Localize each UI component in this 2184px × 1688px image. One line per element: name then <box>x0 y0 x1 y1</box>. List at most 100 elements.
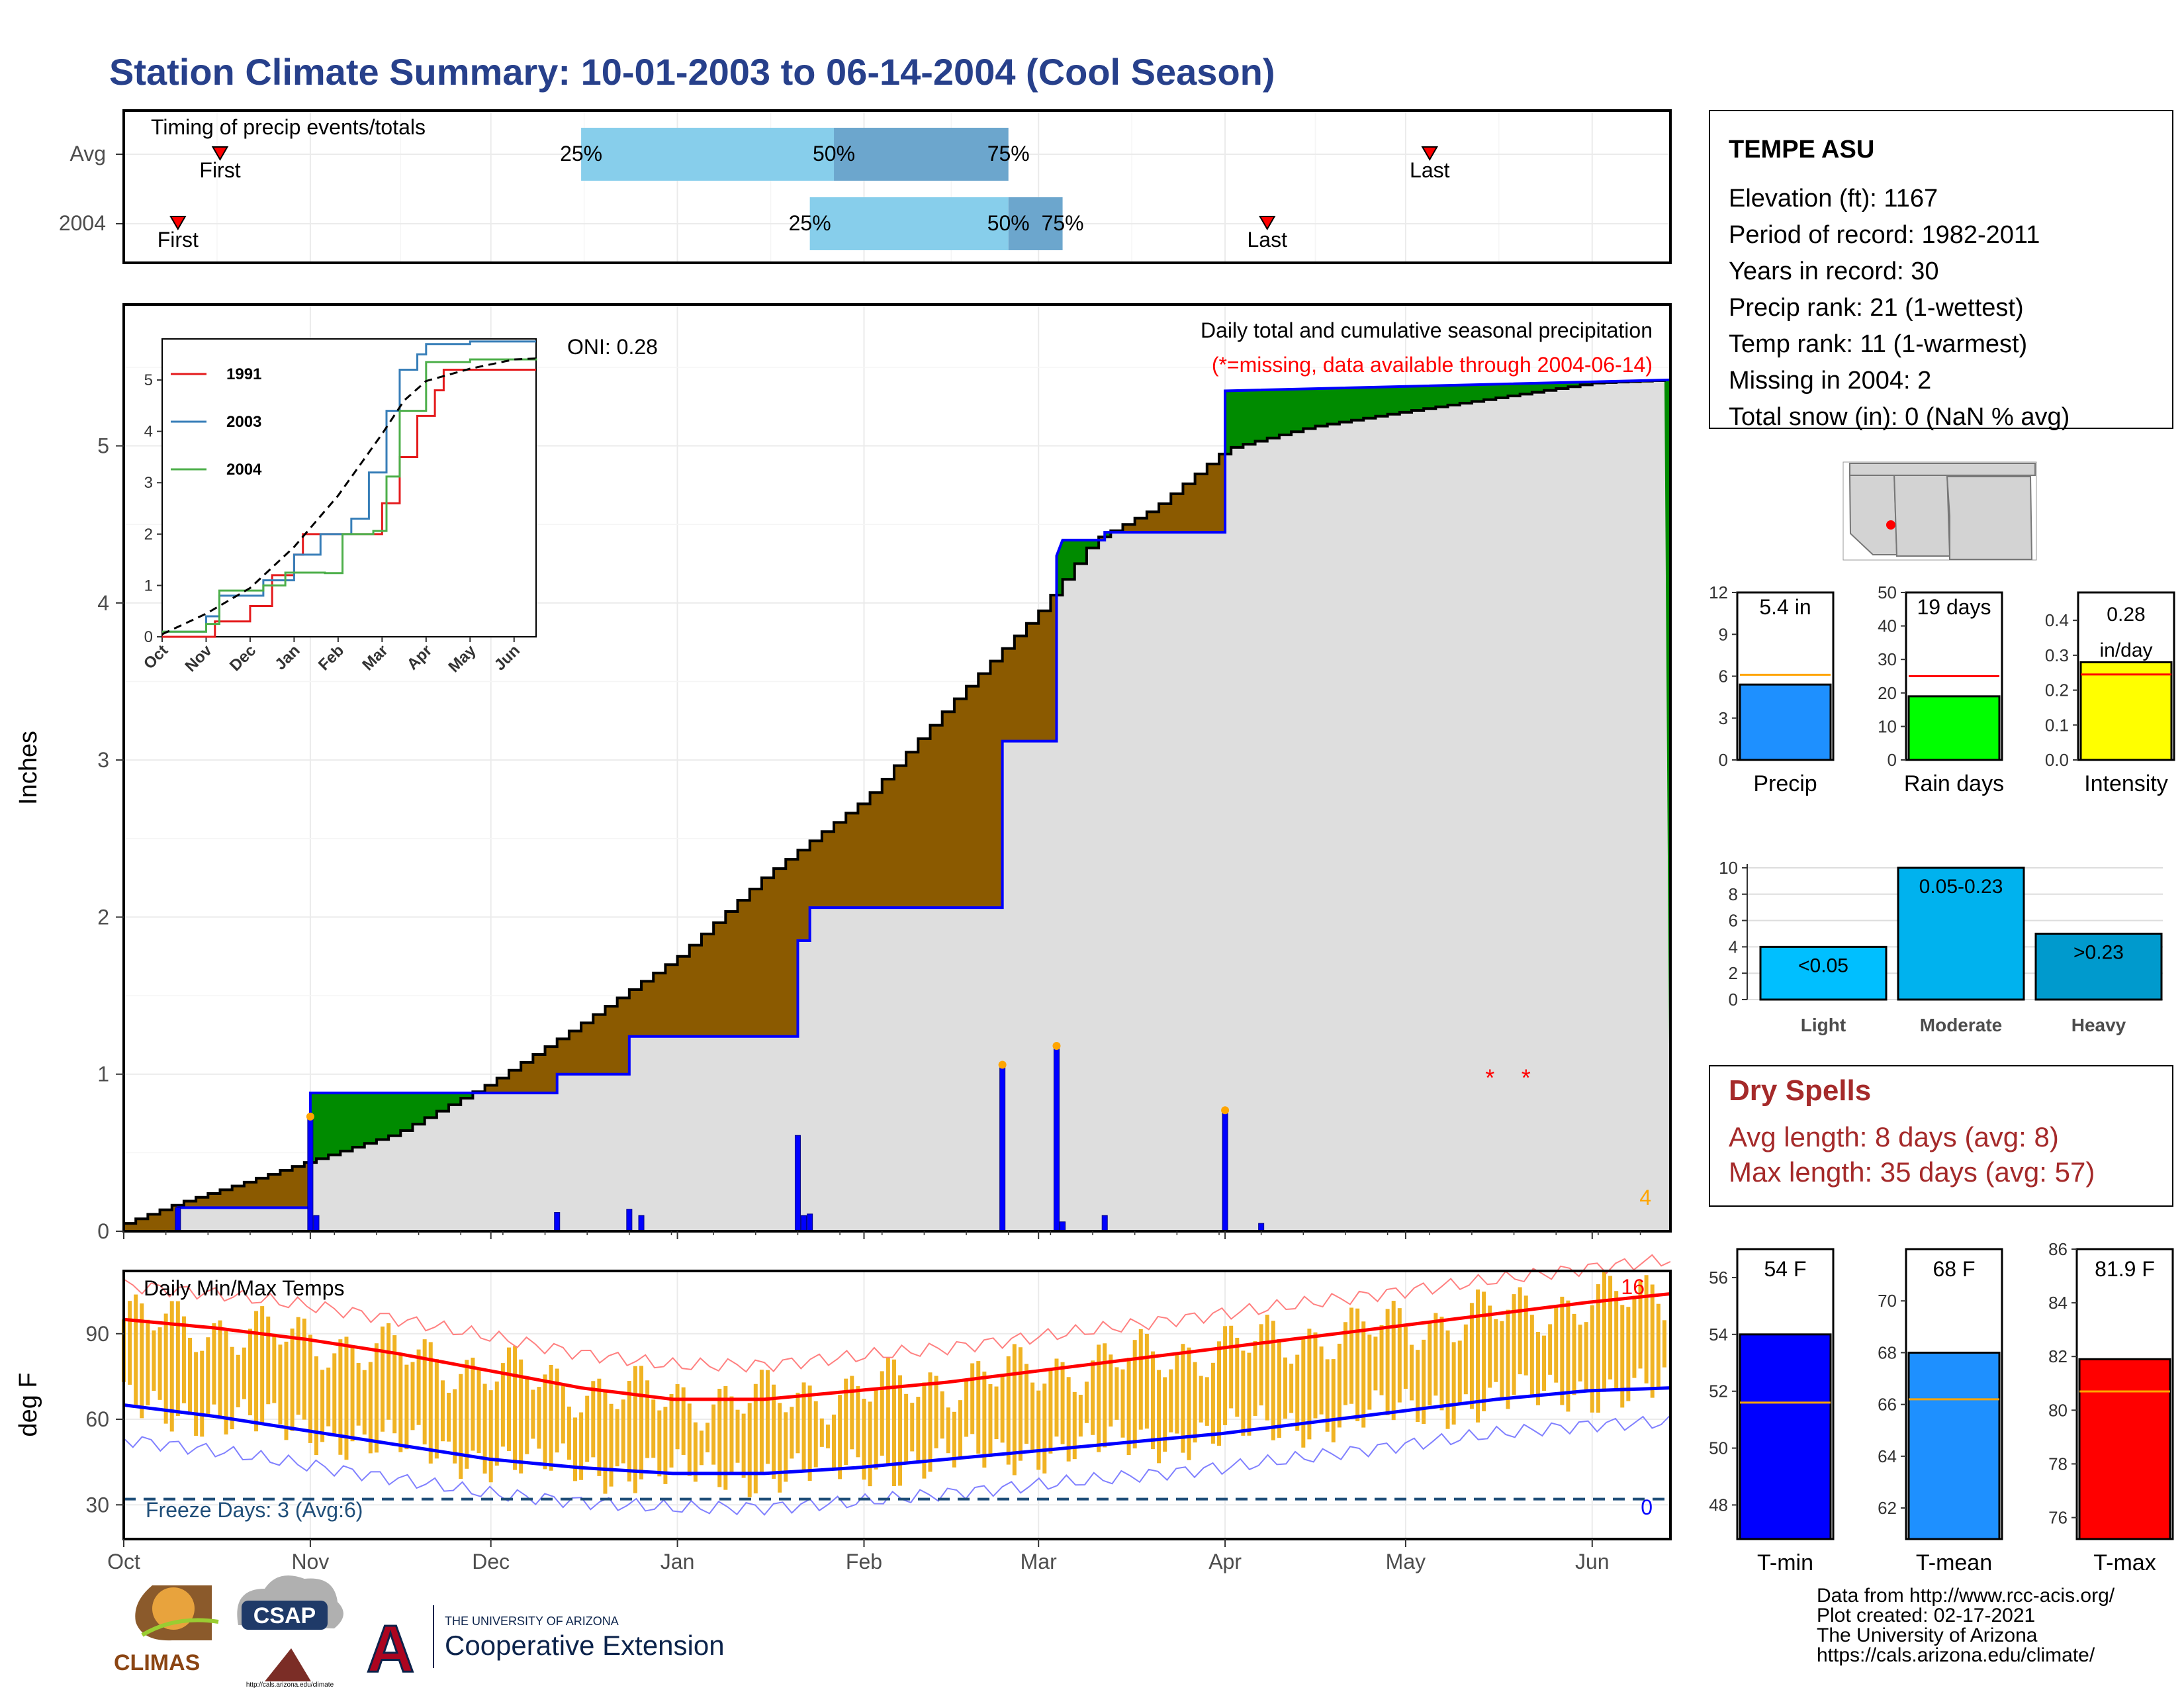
temp-frame <box>122 1270 1672 1540</box>
summary-axis-label: T-mean <box>1916 1550 1992 1575</box>
summary-ytick-label: 50 <box>1709 1438 1728 1458</box>
daily-temp-bar <box>1644 1275 1649 1383</box>
daily-temp-bar <box>1476 1289 1480 1423</box>
daily-temp-bar <box>260 1306 265 1424</box>
daily-temp-bar <box>778 1403 782 1493</box>
daily-temp-bar <box>236 1354 240 1407</box>
daily-precip-bar <box>1101 1215 1108 1232</box>
summary-value-bar <box>2078 1358 2171 1540</box>
daily-temp-bar <box>519 1359 523 1474</box>
events-ytick-label: 10 <box>1719 858 1738 878</box>
summary-ytick-label: 86 <box>2048 1239 2068 1259</box>
daily-temp-bar <box>169 1301 174 1432</box>
daily-temp-bar <box>868 1401 872 1487</box>
daily-temp-bar <box>1416 1350 1420 1423</box>
daily-temp-bar <box>410 1362 415 1430</box>
daily-temp-bar <box>1283 1357 1288 1419</box>
daily-temp-bar <box>591 1381 596 1458</box>
daily-temp-bar <box>639 1366 644 1479</box>
daily-temp-bar <box>434 1359 439 1459</box>
daily-temp-bar <box>416 1349 421 1425</box>
daily-temp-bar <box>1349 1307 1354 1404</box>
daily-temp-bar <box>1295 1354 1300 1431</box>
map-state-tx <box>1946 476 2033 560</box>
daily-temp-bar <box>765 1370 770 1464</box>
daily-temp-bar <box>1584 1322 1588 1393</box>
record-max-line <box>123 1254 1671 1373</box>
daily-temp-bar <box>1506 1309 1510 1409</box>
daily-temp-bar <box>1307 1329 1312 1440</box>
daily-temp-bar <box>266 1316 271 1405</box>
daily-temp-bar <box>1169 1369 1173 1432</box>
daily-temp-bar <box>284 1341 289 1440</box>
daily-temp-bar <box>344 1336 349 1460</box>
daily-temp-bar <box>886 1358 890 1467</box>
daily-temp-bar <box>152 1330 156 1391</box>
daily-temp-bar <box>1210 1362 1215 1444</box>
daily-temp-bar <box>1614 1291 1619 1391</box>
daily-temp-bar <box>302 1318 306 1420</box>
precip-ytick-label: 4 <box>97 591 109 615</box>
daily-temp-bar <box>488 1390 493 1483</box>
daily-temp-bar <box>982 1372 987 1468</box>
daily-temp-bar <box>447 1393 451 1442</box>
daily-temp-bar <box>543 1374 547 1470</box>
daily-temp-bar <box>1518 1287 1522 1375</box>
page-title: Station Climate Summary: 10-01-2003 to 0… <box>109 51 1275 93</box>
daily-temp-bar <box>272 1333 277 1403</box>
events-bar-label: 0.05-0.23 <box>1919 876 2003 898</box>
daily-temp-bar <box>1181 1344 1185 1453</box>
daily-temp-bar <box>807 1385 812 1481</box>
precip-main-title: Daily total and cumulative seasonal prec… <box>1201 318 1653 342</box>
ua-big-text: Cooperative Extension <box>445 1630 725 1661</box>
daily-temp-bar <box>549 1364 553 1471</box>
timing-first-label: First <box>158 228 199 252</box>
daily-temp-bar <box>1524 1295 1528 1376</box>
map-state-north <box>1849 463 2036 476</box>
daily-temp-bar <box>705 1423 710 1452</box>
daily-temp-bar <box>615 1409 619 1467</box>
summary-axis-label: T-min <box>1757 1550 1813 1575</box>
daily-temp-bar <box>1144 1333 1149 1429</box>
daily-temp-bar <box>1397 1308 1402 1403</box>
daily-temp-bar <box>609 1403 614 1487</box>
daily-temp-bar <box>922 1382 927 1479</box>
logo-climas: CLIMAS <box>114 1585 219 1675</box>
summary-ytick-label: 0 <box>1719 750 1728 770</box>
daily-temp-bar <box>1150 1351 1155 1450</box>
daily-precip-bar <box>807 1213 813 1232</box>
daily-temp-bar <box>146 1319 150 1406</box>
daily-temp-bar <box>663 1407 668 1484</box>
daily-temp-bar <box>772 1384 776 1479</box>
events-bar-label: <0.05 <box>1798 955 1848 976</box>
daily-temp-bar <box>471 1357 475 1451</box>
daily-temp-bar <box>296 1317 300 1415</box>
daily-temp-bar <box>729 1396 734 1472</box>
daily-temp-bar <box>1277 1339 1281 1438</box>
daily-precip-marker <box>1052 1042 1061 1050</box>
daily-temp-bar <box>1542 1335 1547 1391</box>
temp-panel: Daily Min/Max Temps Freeze Days: 3 (Avg:… <box>15 1254 1672 1540</box>
daily-temp-bar <box>230 1346 234 1430</box>
daily-temp-bar <box>988 1383 993 1457</box>
daily-precip-marker <box>998 1060 1007 1069</box>
daily-temp-bar <box>579 1412 584 1480</box>
daily-temp-bar <box>1572 1313 1576 1395</box>
daily-temp-bar <box>278 1344 283 1425</box>
events-bar <box>1759 945 1888 1001</box>
daily-temp-bar <box>181 1316 186 1403</box>
footer-line-4: https://cals.arizona.edu/climate/ <box>1817 1644 2095 1666</box>
daily-temp-bar <box>362 1370 367 1435</box>
footer-line-3: The University of Arizona <box>1817 1624 2038 1646</box>
daily-temp-bar <box>140 1303 144 1419</box>
temp-plot <box>122 1254 1671 1539</box>
summary-ytick-label: 30 <box>1878 649 1897 669</box>
events-category-label: Moderate <box>1920 1015 2002 1035</box>
temp-y-axis: 30 60 90 <box>85 1322 124 1517</box>
dry-spells-avg: Avg length: 8 days (avg: 8) <box>1729 1121 2059 1152</box>
daily-temp-bar <box>1494 1319 1498 1382</box>
daily-temp-bar <box>1216 1341 1221 1446</box>
daily-temp-bar <box>1566 1300 1570 1412</box>
daily-temp-bar <box>561 1385 565 1444</box>
